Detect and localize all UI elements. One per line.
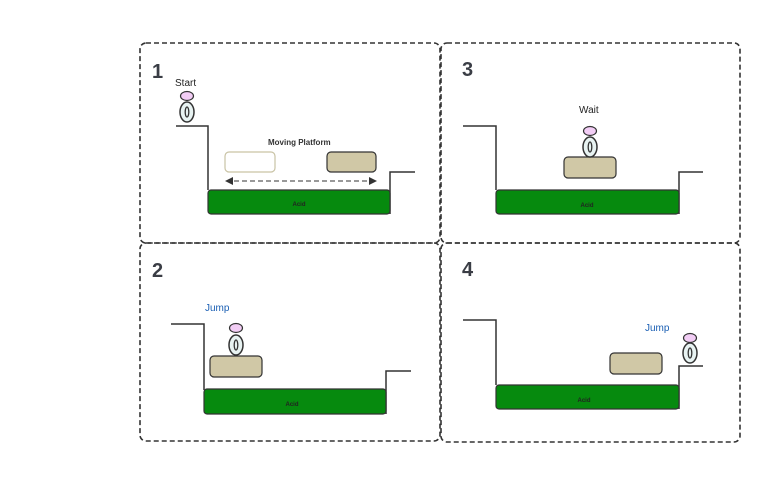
panel-2-status-label: Jump <box>205 303 230 314</box>
moving-platform-label: Moving Platform <box>268 138 331 147</box>
acid-label: Acid <box>292 202 305 208</box>
acid-label: Acid <box>580 203 593 209</box>
panel-1-number: 1 <box>152 61 163 83</box>
acid-label: Acid <box>285 402 298 408</box>
panel-4: 4 Jump Acid <box>440 242 741 443</box>
character-icon <box>228 322 244 356</box>
character-icon <box>682 332 698 364</box>
left-ledge <box>176 125 209 190</box>
left-ledge <box>463 125 497 190</box>
moving-platform <box>209 355 263 378</box>
acid-pool <box>207 189 391 215</box>
panel-1: 1 Start Moving Platform Acid <box>139 42 441 244</box>
left-ledge <box>463 319 497 385</box>
moving-platform <box>563 156 617 179</box>
moving-platform <box>326 151 377 173</box>
panel-1-status-label: Start <box>175 78 196 89</box>
right-ledge <box>389 171 415 214</box>
right-ledge <box>385 370 411 414</box>
right-ledge <box>678 171 703 214</box>
acid-pool <box>495 384 680 410</box>
panel-3-status-label: Wait <box>579 105 599 116</box>
panel-4-status-label: Jump <box>645 323 670 334</box>
acid-pool <box>203 388 387 415</box>
panel-2: 2 Jump Acid <box>139 242 441 442</box>
right-ledge <box>678 365 703 409</box>
panel-4-frame <box>440 242 741 443</box>
panel-2-frame <box>139 242 441 442</box>
panel-1-frame <box>139 42 441 244</box>
acid-label: Acid <box>577 398 590 404</box>
panel-3: 3 Wait Acid <box>440 42 741 244</box>
character-icon <box>582 125 598 158</box>
character-icon <box>179 90 195 123</box>
panel-4-number: 4 <box>462 259 474 281</box>
panel-2-number: 2 <box>152 260 163 282</box>
acid-pool <box>495 189 680 215</box>
panel-3-frame <box>440 42 741 244</box>
platform-ghost <box>224 151 276 173</box>
moving-platform <box>609 352 663 375</box>
panel-3-number: 3 <box>462 59 473 81</box>
left-ledge <box>171 323 205 390</box>
